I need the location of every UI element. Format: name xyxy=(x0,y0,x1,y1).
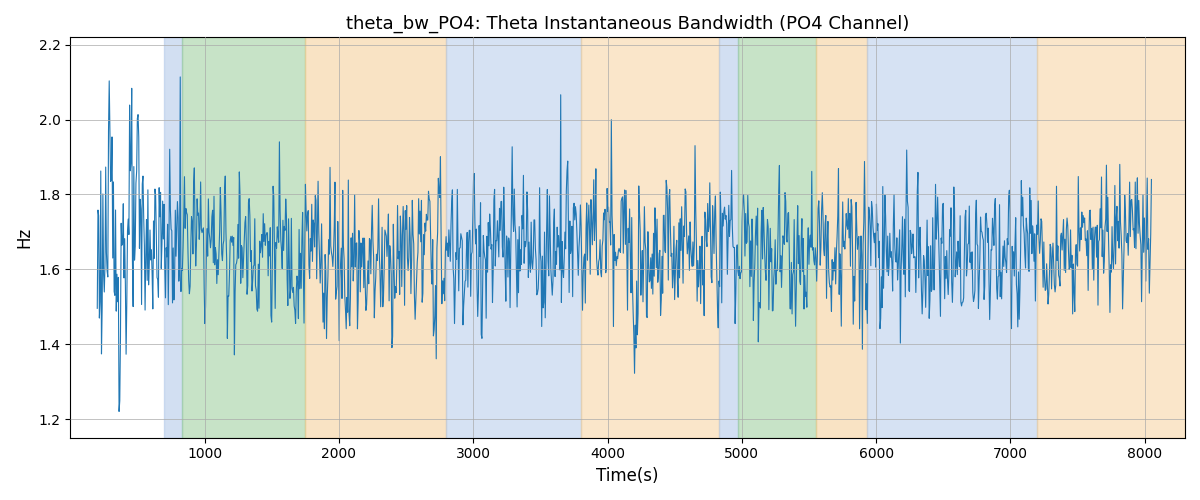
Bar xyxy=(446,38,581,438)
Y-axis label: Hz: Hz xyxy=(14,227,32,248)
Bar xyxy=(738,38,816,438)
Bar xyxy=(816,38,866,438)
Bar xyxy=(866,38,1037,438)
Bar xyxy=(164,38,182,438)
Bar xyxy=(182,38,306,438)
X-axis label: Time(s): Time(s) xyxy=(596,467,659,485)
Bar xyxy=(1037,38,1186,438)
Bar xyxy=(581,38,719,438)
Bar xyxy=(719,38,738,438)
Bar xyxy=(306,38,446,438)
Title: theta_bw_PO4: Theta Instantaneous Bandwidth (PO4 Channel): theta_bw_PO4: Theta Instantaneous Bandwi… xyxy=(346,15,910,34)
